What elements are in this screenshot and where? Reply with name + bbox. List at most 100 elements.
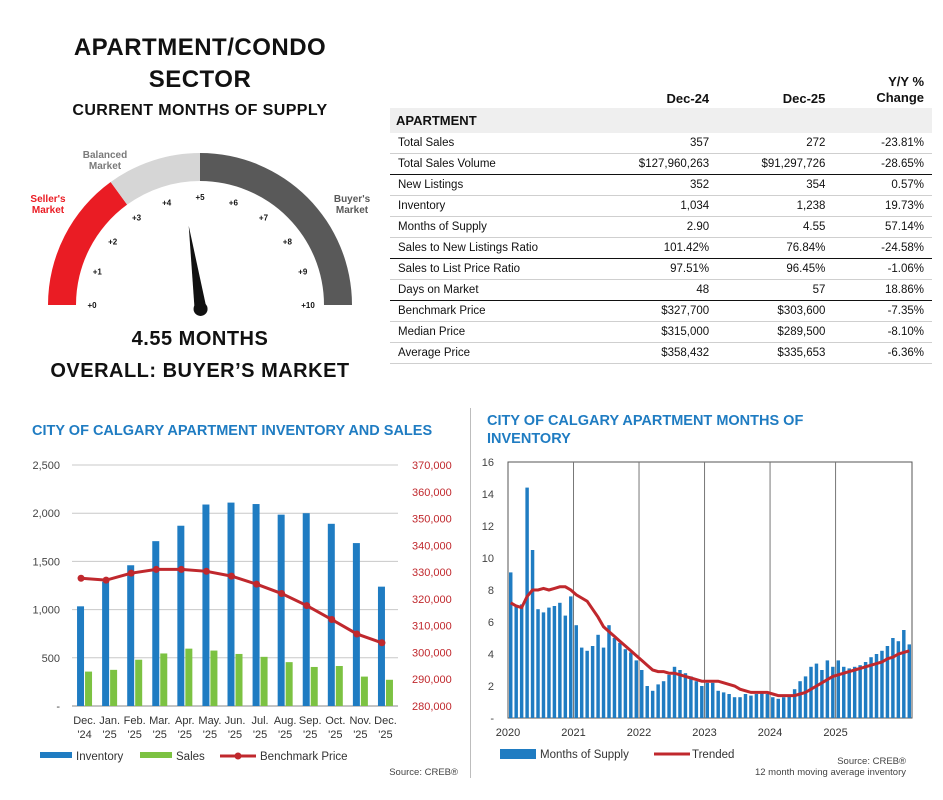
sales-bar: [335, 665, 343, 706]
table-cell-label: Inventory: [390, 195, 600, 217]
months-of-supply-bar: [809, 666, 813, 718]
x-axis-tick: Jan.: [99, 715, 120, 727]
months-of-supply-bar: [896, 641, 901, 718]
table-cell-change: 0.57%: [833, 174, 932, 196]
months-of-supply-bar: [645, 686, 649, 718]
months-of-supply-bar: [765, 694, 770, 718]
x-axis-tick: 2023: [692, 727, 716, 739]
months-of-supply-bar: [787, 695, 791, 718]
inventory-chart-title: CITY OF CALGARY APARTMENT INVENTORY AND …: [32, 423, 433, 439]
months-of-supply-bar: [530, 550, 535, 718]
gauge-value-text: 4.55 MONTHS: [131, 328, 269, 350]
sales-bar: [210, 650, 218, 706]
y-axis-tick: -: [490, 713, 494, 725]
benchmark-price-point: [152, 565, 160, 573]
gauge-zone-label: Market: [32, 205, 65, 216]
table-header-dec24: Dec-24: [666, 91, 710, 106]
table-row: Months of Supply 2.90 4.55 57.14%: [390, 216, 932, 238]
months-of-supply-bar: [907, 644, 911, 718]
table-row: New Listings 352 354 0.57%: [390, 174, 932, 196]
months-of-supply-bar: [771, 697, 775, 718]
months-of-supply-bar: [820, 670, 824, 718]
table-header-change: Y/Y % Change: [833, 72, 932, 108]
benchmark-price-point: [303, 602, 311, 610]
x-axis-tick: Nov.: [349, 715, 371, 727]
table-cell-label: Sales to New Listings Ratio: [390, 237, 600, 259]
inventory-bar: [127, 565, 135, 706]
x-axis-tick: Feb.: [124, 715, 146, 727]
x-axis-tick: 2025: [823, 727, 847, 739]
benchmark-price-point: [102, 576, 110, 584]
right-axis-tick: 350,000: [412, 514, 452, 526]
x-axis-tick: Apr.: [175, 715, 195, 727]
table-cell-dec25: 96.45%: [717, 258, 834, 280]
table-cell-dec25: $91,297,726: [717, 153, 834, 175]
table-cell-dec24: 2.90: [599, 216, 718, 238]
table-cell-dec24: $327,700: [599, 300, 718, 322]
right-axis-tick: 360,000: [412, 487, 452, 499]
table-cell-dec25: 4.55: [717, 216, 834, 238]
sector-title-line2: SECTOR: [148, 66, 252, 93]
x-axis-tick: May.: [198, 715, 221, 727]
plot-frame: [507, 461, 913, 719]
y-axis-tick: 12: [482, 521, 494, 533]
table-header-change-line2: Change: [876, 90, 924, 105]
sales-bar: [285, 662, 293, 706]
legend-trended-label: Trended: [692, 749, 734, 761]
inventory-bar: [252, 504, 260, 706]
months-of-supply-bar: [711, 682, 715, 718]
x-axis-tick: '25: [128, 729, 142, 741]
table-row: Inventory 1,034 1,238 19.73%: [390, 195, 932, 217]
legend-sales-label: Sales: [176, 751, 205, 763]
right-axis-tick: 370,000: [412, 460, 452, 472]
left-axis-tick: 1,500: [32, 556, 60, 568]
table-section-row: APARTMENT: [390, 108, 932, 133]
x-axis-tick: 2021: [561, 727, 585, 739]
table-cell-dec25: 76.84%: [717, 237, 834, 259]
gauge-zone-label: Buyer's: [334, 194, 371, 205]
inventory-bar: [177, 525, 185, 706]
y-axis-tick: 6: [488, 617, 494, 629]
table-cell-label: Sales to List Price Ratio: [390, 258, 600, 280]
gauge-tick-label: +4: [162, 198, 172, 207]
months-of-supply-bar: [683, 673, 688, 718]
months-of-supply-bar: [552, 606, 557, 718]
x-axis-tick: Mar.: [149, 715, 170, 727]
y-axis-tick: 2: [488, 681, 494, 693]
table-cell-change: 19.73%: [833, 195, 932, 217]
months-of-supply-bar: [776, 698, 780, 718]
months-of-supply-bar: [842, 666, 846, 718]
months-of-supply-bar: [803, 676, 808, 718]
months-of-supply-bar: [727, 694, 731, 718]
months-of-supply-bar: [558, 602, 562, 718]
inventory-bar: [352, 543, 360, 706]
months-of-supply-bar: [514, 606, 518, 718]
inventory-bar: [227, 502, 235, 706]
months-of-supply-bar: [612, 638, 617, 718]
months-of-supply-bar: [596, 634, 600, 718]
x-axis-tick: '25: [178, 729, 192, 741]
gauge-tick-label: +2: [108, 238, 118, 247]
months-of-supply-bar: [847, 668, 851, 718]
months-of-supply-bar: [716, 690, 720, 718]
trended-line: [509, 585, 910, 698]
months-of-inventory-chart: - 2 4 6 8 10 12 14 16 2020 2021 2022 2023 2024 2025 Mon…: [482, 457, 913, 778]
right-axis-tick: 320,000: [412, 594, 452, 606]
benchmark-price-point: [177, 565, 185, 573]
chart-source: Source: CREB®: [389, 767, 458, 778]
sales-bar: [135, 659, 143, 706]
x-axis-tick: '25: [203, 729, 217, 741]
months-of-supply-bar: [519, 604, 524, 718]
gauge-tick-label: +5: [195, 193, 205, 202]
gauge-tick-label: +3: [132, 214, 142, 223]
table-cell-label: Months of Supply: [390, 216, 600, 238]
legend-benchmark-marker: [234, 752, 242, 760]
x-axis-tick: '25: [102, 729, 116, 741]
table-cell-dec25: 354: [717, 174, 834, 196]
table-cell-change: -24.58%: [833, 237, 932, 259]
benchmark-price-point: [328, 616, 336, 624]
sales-bar: [235, 653, 243, 706]
right-axis-tick: 330,000: [412, 567, 452, 579]
table-row: Average Price $358,432 $335,653 -6.36%: [390, 342, 932, 364]
months-of-supply-bar: [672, 666, 677, 718]
